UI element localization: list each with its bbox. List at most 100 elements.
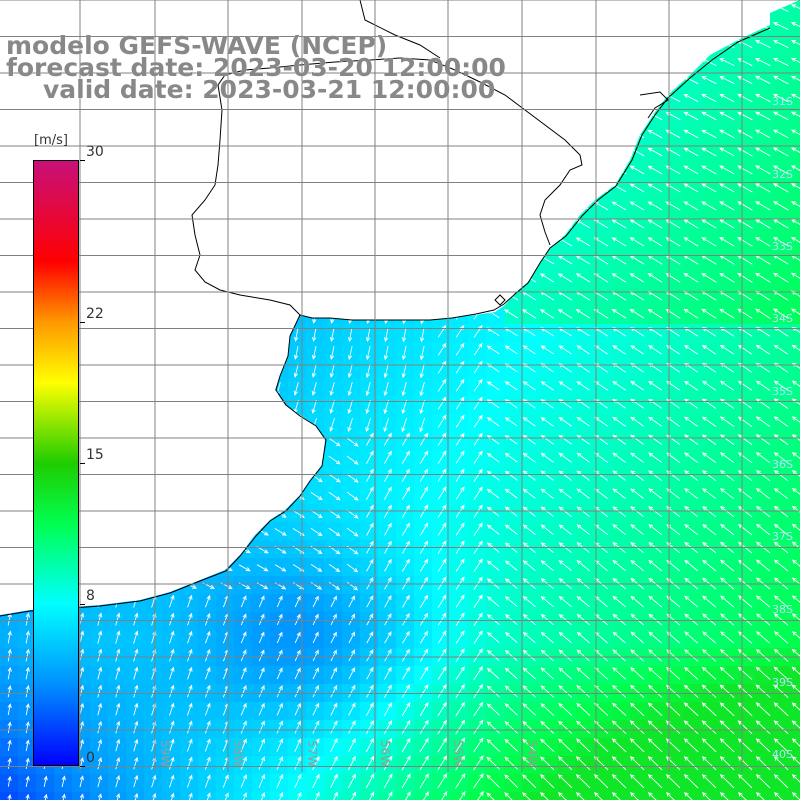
land-mask <box>0 0 800 615</box>
wind-speed-cell <box>288 792 307 800</box>
wind-arrow <box>630 667 645 680</box>
wind-arrow <box>329 382 335 396</box>
wind-arrow <box>455 773 466 789</box>
wind-arrow <box>115 720 121 734</box>
wind-arrow <box>43 775 48 787</box>
wind-arrow <box>719 684 735 699</box>
wind-arrow <box>647 774 663 789</box>
wind-arrow <box>204 702 211 716</box>
wind-arrow <box>276 613 283 626</box>
wind-arrow <box>276 685 283 698</box>
wind-arrow <box>737 505 753 518</box>
wind-arrow <box>719 434 735 445</box>
wind-arrow <box>441 791 448 800</box>
wind-arrow <box>558 524 572 535</box>
wind-arrow <box>701 452 717 463</box>
wind-arrow <box>522 738 537 752</box>
wind-arrow <box>719 183 735 193</box>
wind-arrow <box>630 488 644 499</box>
longitude-label: 54W <box>525 740 539 768</box>
wind-arrow <box>683 183 699 193</box>
wind-arrow <box>702 523 717 536</box>
wind-arrow <box>612 613 626 626</box>
wind-arrow <box>486 721 500 734</box>
wind-arrow <box>347 400 353 415</box>
wind-arrow <box>455 683 465 699</box>
wind-arrow <box>419 432 429 446</box>
wind-arrow <box>348 684 356 698</box>
wind-arrow <box>593 791 603 800</box>
wind-arrow <box>790 75 800 82</box>
wind-arrow <box>384 702 392 716</box>
wind-arrow <box>522 792 531 800</box>
wind-arrow <box>576 381 590 391</box>
wind-arrow <box>133 720 139 734</box>
wind-arrow <box>204 756 211 770</box>
wind-speed-cell <box>792 0 800 19</box>
wind-arrow <box>366 649 374 662</box>
wind-arrow <box>630 559 644 572</box>
wind-arrow <box>133 756 139 770</box>
wind-arrow <box>401 684 411 698</box>
wind-arrow <box>486 756 501 770</box>
wind-arrow <box>238 564 251 572</box>
wind-arrow <box>384 432 392 446</box>
wind-arrow <box>648 559 663 572</box>
wind-arrow <box>755 75 771 85</box>
wind-arrow <box>383 755 393 771</box>
wind-arrow <box>504 345 518 355</box>
wind-arrow <box>648 416 663 427</box>
wind-arrow <box>115 702 121 716</box>
wind-arrow <box>401 737 411 753</box>
wind-arrow <box>486 506 500 517</box>
wind-arrow <box>115 684 121 698</box>
wind-arrow <box>366 666 374 680</box>
wind-arrow <box>737 774 753 789</box>
wind-arrow <box>558 452 572 463</box>
wind-arrow <box>719 58 735 67</box>
wind-arrow <box>719 649 735 662</box>
wind-arrow <box>402 594 410 608</box>
wind-arrow <box>773 147 789 157</box>
wind-arrow <box>630 452 644 463</box>
wind-arrow <box>575 738 591 753</box>
wind-arrow <box>773 344 789 355</box>
wind-arrow <box>576 649 590 662</box>
wind-arrow <box>791 452 800 459</box>
wind-arrow <box>455 648 465 662</box>
wind-arrow <box>25 648 30 662</box>
wind-arrow <box>576 667 591 680</box>
wind-arrow <box>366 702 374 716</box>
wind-arrow <box>719 237 735 247</box>
wind-arrow <box>701 219 717 229</box>
wind-arrow <box>294 613 301 626</box>
wind-arrow <box>629 201 645 211</box>
wind-speed-cell <box>792 126 800 145</box>
colorbar-tick-label: 30 <box>86 144 104 160</box>
wind-arrow <box>419 450 429 464</box>
longitude-label: 58W <box>231 740 245 768</box>
wind-speed-cell <box>792 252 800 271</box>
wind-arrow <box>576 631 590 644</box>
wind-arrow <box>737 488 753 500</box>
wind-arrow <box>169 720 175 734</box>
wind-arrow <box>133 630 139 644</box>
wind-arrow <box>504 560 518 571</box>
wind-arrow <box>683 219 699 229</box>
wind-arrow <box>504 720 519 734</box>
wind-arrow <box>366 684 374 698</box>
wind-arrow <box>773 756 789 771</box>
wind-arrow <box>755 702 771 717</box>
wind-arrow <box>294 667 301 680</box>
wind-arrow <box>328 563 341 573</box>
wind-arrow <box>773 720 789 735</box>
wind-arrow <box>737 380 753 391</box>
wind-arrow <box>737 648 753 662</box>
wind-arrow <box>187 612 193 626</box>
wind-speed-cell <box>792 432 800 451</box>
wind-arrow <box>575 309 591 319</box>
wind-arrow <box>630 524 644 536</box>
wind-arrow <box>240 613 247 626</box>
wind-arrow <box>522 470 536 481</box>
model-title: modelo GEFS-WAVE (NCEP) <box>6 31 388 60</box>
